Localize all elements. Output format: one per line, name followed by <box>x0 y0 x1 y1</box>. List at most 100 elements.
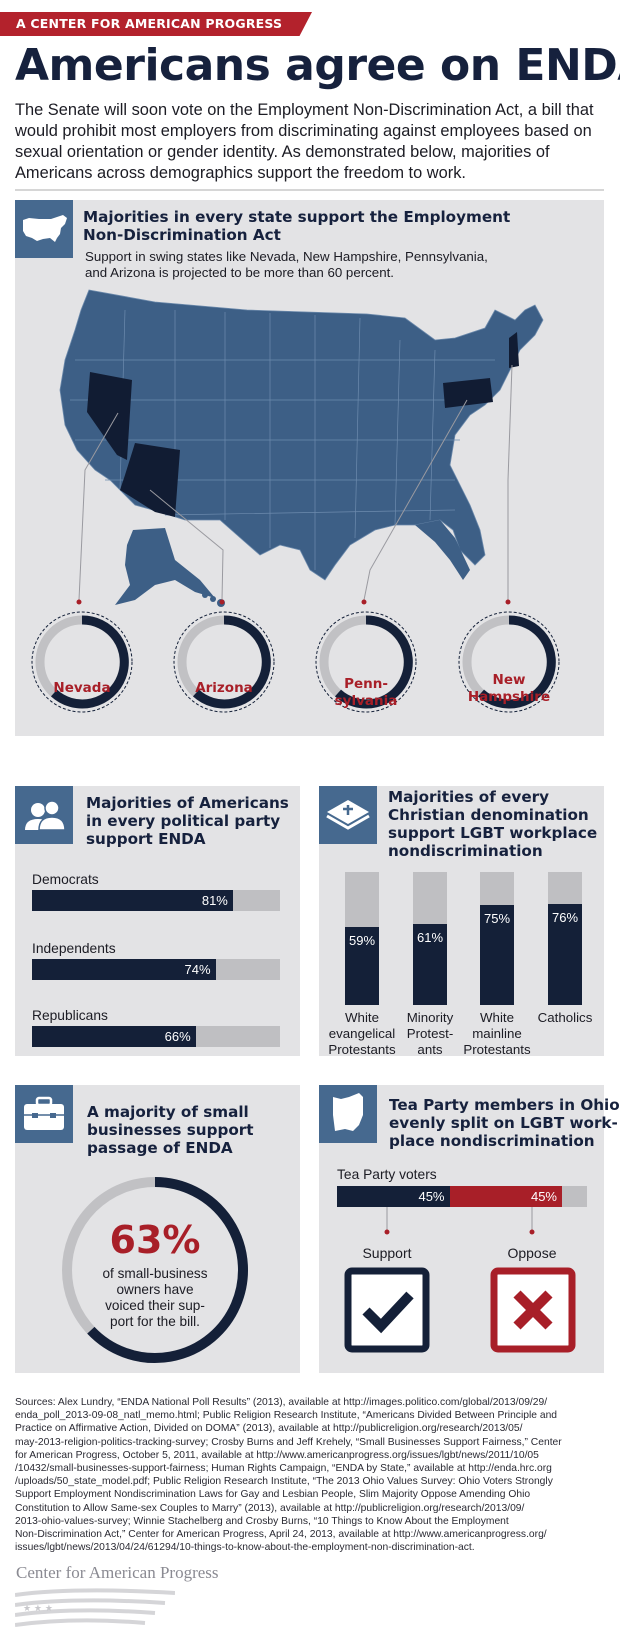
christian-column-track: 59% <box>345 872 379 1005</box>
state-label-line2: Hampshire <box>467 689 551 705</box>
column-label-line: Minority <box>406 1010 454 1025</box>
us-map <box>59 289 544 607</box>
state-label-line1: Nevada <box>53 680 111 696</box>
business-text-line: voiced their sup- <box>105 1298 205 1313</box>
source-line: may-2013-religion-politics-tracking-surv… <box>15 1436 562 1448</box>
state-label-line1: Penn- <box>344 676 388 692</box>
party-title-line2: in every political party <box>86 812 281 830</box>
state-label-line1: New <box>492 672 526 688</box>
state-label-line1: Arizona <box>195 680 253 696</box>
arizona-gauge <box>173 611 275 713</box>
christian-column-fill: 59% <box>345 927 379 1005</box>
christian-title-line3: support LGBT workplace <box>388 824 598 842</box>
states-subtitle-line1: Support in swing states like Nevada, New… <box>85 249 488 264</box>
source-line: enda_poll_2013-09-08_natl_memo.html; Pub… <box>15 1410 558 1422</box>
business-title-line2: businesses support <box>87 1121 254 1139</box>
new-hampshire-shape <box>509 332 519 368</box>
source-line: for American Progress, October 5, 2011, … <box>15 1449 539 1461</box>
flag-stripes-icon: ★ ★ ★ <box>15 1588 175 1627</box>
svg-text:★ ★ ★: ★ ★ ★ <box>23 1604 53 1614</box>
party-bar-track: 81% <box>32 890 280 911</box>
column-label-line: White <box>345 1010 379 1025</box>
party-title-line3: support ENDA <box>86 830 206 848</box>
states-subtitle-line2: and Arizona is projected to be more than… <box>85 265 394 280</box>
state-label-nevada: Nevada <box>30 680 134 697</box>
source-line: Support Employment Nondiscrimination Law… <box>15 1489 531 1501</box>
business-text-line: of small-business <box>102 1266 208 1281</box>
party-bar-label: Republicans <box>32 1008 108 1023</box>
ohio-title-line2: evenly split on LGBT work- <box>389 1114 618 1132</box>
column-label-line: mainline <box>472 1026 522 1041</box>
christian-column-label: White evangelical Protestants <box>321 1010 403 1058</box>
christian-column-track: 75% <box>480 872 514 1005</box>
states-title-line1: Majorities in every state support the Em… <box>83 208 511 226</box>
source-line: /10432/small-businesses-support-fairness… <box>15 1463 552 1475</box>
party-title-line1: Majorities of Americans <box>86 794 289 812</box>
us-mainland <box>59 289 544 581</box>
christian-title-line2: Christian denomination <box>388 806 589 824</box>
business-donut <box>62 1177 248 1363</box>
top-banner: A CENTER FOR AMERICAN PROGRESS GRAPHIC <box>0 12 312 36</box>
christian-column-label: White mainline Protestants <box>458 1010 536 1058</box>
party-bar-track: 74% <box>32 959 280 980</box>
source-line: 2013-ohio-values-survey; Winnie Stachelb… <box>15 1515 509 1527</box>
column-label-line: Protestants <box>328 1042 396 1057</box>
column-label-line: Protest- <box>406 1026 454 1041</box>
nevada-gauge <box>31 611 133 713</box>
bible-icon <box>319 786 377 844</box>
column-label-line: evangelical <box>328 1026 396 1041</box>
page-title: Americans agree on ENDA <box>15 40 620 91</box>
source-line: Practice on Affirmative Action, Divided … <box>15 1423 523 1435</box>
pennsylvania-shape <box>443 378 493 408</box>
party-bar-label: Democrats <box>32 872 99 887</box>
state-label-new-hampshire: New Hampshire <box>457 672 561 706</box>
state-label-pennsylvania: Penn- sylvania <box>314 676 418 710</box>
sources: Sources: Alex Lundry, “ENDA National Pol… <box>15 1396 603 1554</box>
ohio-oppose-fill: 45% <box>449 1186 562 1207</box>
ohio-bar-label: Tea Party voters <box>337 1167 437 1182</box>
christian-column-label: Catholics <box>530 1010 600 1026</box>
party-bar-fill: 74% <box>32 959 216 980</box>
business-text-line: owners have <box>116 1282 194 1297</box>
ohio-title-line3: place nondiscrimination <box>389 1132 595 1150</box>
business-donut-fill <box>87 1177 248 1363</box>
checkmark-icon <box>344 1267 430 1353</box>
new-hampshire-gauge <box>458 611 560 713</box>
ohio-support-fill: 45% <box>337 1186 450 1207</box>
alaska-shape <box>115 528 215 605</box>
column-label-line: White <box>480 1010 514 1025</box>
party-bar-track: 66% <box>32 1026 280 1047</box>
christian-column-track: 76% <box>548 872 582 1005</box>
people-icon <box>15 786 73 844</box>
christian-title-line4: nondiscrimination <box>388 842 543 860</box>
source-line: /uploads/50_state_model.pdf; Public Reli… <box>15 1476 553 1488</box>
support-label: Support <box>362 1245 412 1261</box>
intro-paragraph: The Senate will soon vote on the Employm… <box>15 101 594 182</box>
state-label-line2: sylvania <box>334 693 398 709</box>
business-title-line3: passage of ENDA <box>87 1139 233 1157</box>
christian-column-fill: 75% <box>480 905 514 1005</box>
business-big-number: 63% <box>109 1218 201 1262</box>
column-label-line: Protestants <box>463 1042 531 1057</box>
nevada-shape <box>87 372 132 460</box>
party-bar-fill: 66% <box>32 1026 196 1047</box>
oppose-label: Oppose <box>507 1245 557 1261</box>
source-line: Non-Discrimination Act,” Center for Amer… <box>15 1529 547 1541</box>
ohio-bar-track: 45% 45% <box>337 1186 587 1207</box>
column-label-line: Catholics <box>537 1010 593 1025</box>
party-bar-fill: 81% <box>32 890 233 911</box>
cap-logo: Center for American Progress <box>16 1563 219 1582</box>
column-label-line: ants <box>417 1042 443 1057</box>
christian-column-track: 61% <box>413 872 447 1005</box>
christian-column-fill: 76% <box>548 904 582 1005</box>
divider <box>15 189 604 191</box>
business-title-line1: A majority of small <box>87 1103 249 1121</box>
business-text-line: port for the bill. <box>110 1314 200 1329</box>
business-text: of small-business owners have voiced the… <box>55 1266 255 1330</box>
ohio-title-line1: Tea Party members in Ohio <box>389 1096 620 1114</box>
christian-title-line1: Majorities of every <box>388 788 550 806</box>
ohio-outline-icon <box>319 1085 377 1143</box>
briefcase-icon <box>15 1085 73 1143</box>
states-title-line2: Non-Discrimination Act <box>83 226 281 244</box>
state-label-arizona: Arizona <box>172 680 276 697</box>
